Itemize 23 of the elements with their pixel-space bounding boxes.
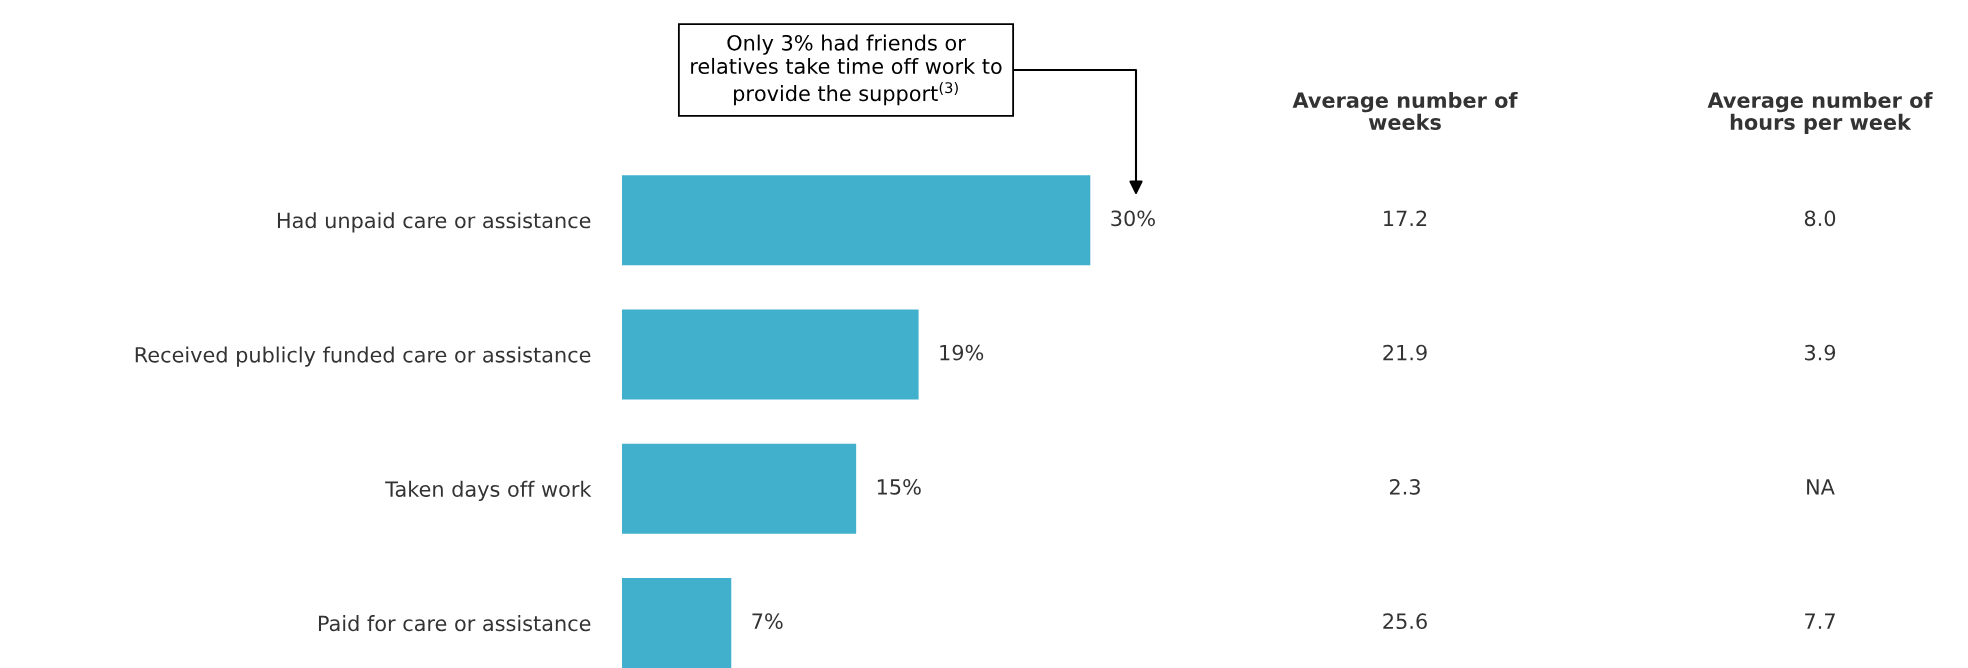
y-tick-label: Had unpaid care or assistance <box>277 212 591 233</box>
text: NA <box>1807 479 1835 495</box>
bar <box>622 175 1091 266</box>
y-tick-label: Taken days off work <box>385 480 592 501</box>
category-label: Average number of weeks <box>1292 91 1518 130</box>
data-label: 7% <box>752 613 783 630</box>
text: 3.9 <box>1805 344 1836 361</box>
text: 21.9 <box>1383 344 1427 361</box>
y-tick-label: Paid for care or assistance <box>318 615 591 632</box>
text: 7.7 <box>1805 613 1835 629</box>
data-label: 19% <box>940 344 984 361</box>
text: 8.0 <box>1804 210 1836 227</box>
data-label: 30% <box>1111 210 1155 227</box>
bar <box>622 309 919 400</box>
text: Only 3% had friends or relatives take time off work to provide the support$^{(3)}$ <box>691 34 1002 106</box>
bar <box>622 578 732 668</box>
text: 17.2 <box>1384 210 1427 226</box>
y-tick-label: Received publicly funded care or assistance <box>135 346 591 367</box>
category-label: Average number of hours per week <box>1707 91 1933 135</box>
bar <box>622 443 857 534</box>
data-label: 15% <box>877 479 921 495</box>
text: 2.3 <box>1389 479 1420 495</box>
text: 25.6 <box>1383 613 1427 630</box>
